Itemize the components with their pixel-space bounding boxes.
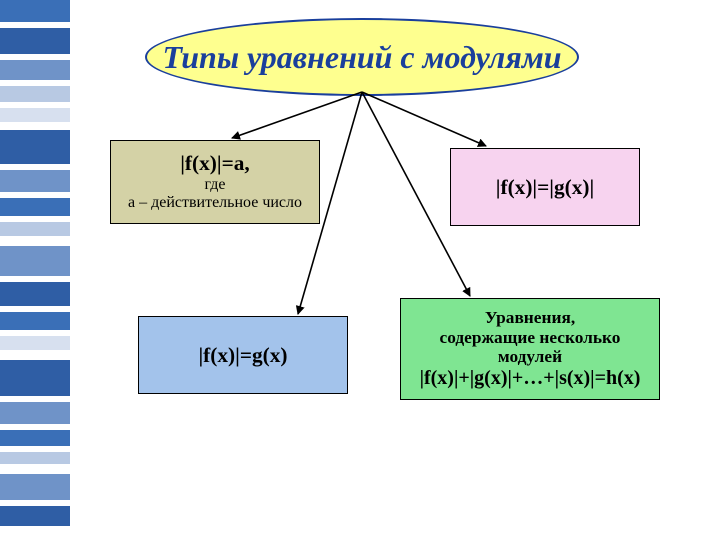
- sidebar-stripe: [0, 198, 70, 216]
- sidebar-stripe: [0, 282, 70, 306]
- sidebar-stripe: [0, 108, 70, 122]
- box1-sub1: где: [204, 176, 225, 194]
- sidebar-stripe: [0, 360, 70, 396]
- sidebar-stripe: [0, 350, 70, 360]
- sidebar-stripe: [0, 312, 70, 330]
- sidebar-stripe: [0, 222, 70, 236]
- type-box-fx-eq-gx-abs: |f(x)|=|g(x)|: [450, 148, 640, 226]
- sidebar-stripe: [0, 336, 70, 350]
- diagram-stage: Типы уравнений с модулями |f(x)|=a, где …: [0, 0, 720, 540]
- title-text: Типы уравнений с модулями: [162, 39, 561, 76]
- sidebar-stripe: [0, 130, 70, 164]
- sidebar-stripe: [0, 464, 70, 474]
- type-box-fx-eq-a: |f(x)|=a, где a – действительное число: [110, 140, 320, 224]
- sidebar-stripe: [0, 236, 70, 246]
- sidebar-stripe: [0, 28, 70, 54]
- sidebar-stripe: [0, 474, 70, 500]
- sidebar-stripe: [0, 122, 70, 130]
- arrow: [232, 92, 362, 138]
- box2-formula: |f(x)|=|g(x)|: [496, 175, 594, 200]
- arrow: [362, 92, 486, 146]
- sidebar-stripe: [0, 86, 70, 102]
- title-ellipse: Типы уравнений с модулями: [145, 18, 579, 96]
- sidebar-stripe: [0, 506, 70, 526]
- box4-formula: |f(x)|+|g(x)|+…+|s(x)|=h(x): [420, 367, 641, 390]
- sidebar-stripe: [0, 452, 70, 464]
- box1-sub2: a – действительное число: [128, 194, 302, 212]
- sidebar-stripe: [0, 430, 70, 446]
- sidebar-stripe: [0, 170, 70, 192]
- box4-line1: Уравнения,: [485, 308, 575, 328]
- box1-formula: |f(x)|=a,: [180, 151, 250, 176]
- sidebar-stripe: [0, 0, 70, 22]
- sidebar-stripe: [0, 402, 70, 424]
- type-box-fx-eq-gx: |f(x)|=g(x): [138, 316, 348, 394]
- sidebar-stripe: [0, 246, 70, 276]
- box3-formula: |f(x)|=g(x): [198, 343, 287, 368]
- type-box-multi-modules: Уравнения, содержащие несколько модулей …: [400, 298, 660, 400]
- decorative-sidebar: [0, 0, 70, 540]
- sidebar-stripe: [0, 60, 70, 80]
- box4-line2: содержащие несколько модулей: [407, 328, 653, 368]
